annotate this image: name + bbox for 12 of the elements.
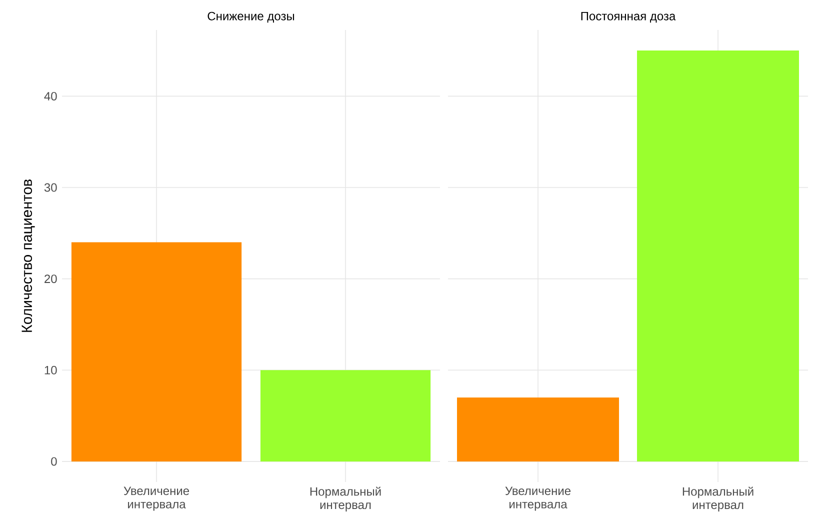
- x-tick-label: Увеличение интервала: [505, 486, 571, 511]
- chart-title: Снижение дозы: [208, 12, 294, 23]
- y-tick-label: 30: [44, 183, 57, 192]
- chart-title: Постоянная доза: [581, 12, 676, 23]
- y-tick-label: 10: [44, 366, 57, 374]
- y-tick-label: 40: [44, 92, 57, 100]
- y-tick-label: 0: [51, 457, 57, 466]
- x-tick-label: Нормальный интервал: [682, 486, 754, 512]
- y-axis-title: Количество пациентов: [22, 179, 35, 332]
- x-tick-label: Увеличение интервала: [124, 486, 190, 511]
- y-tick-label: 20: [44, 274, 57, 284]
- x-tick-label: Нормальный интервал: [310, 486, 381, 512]
